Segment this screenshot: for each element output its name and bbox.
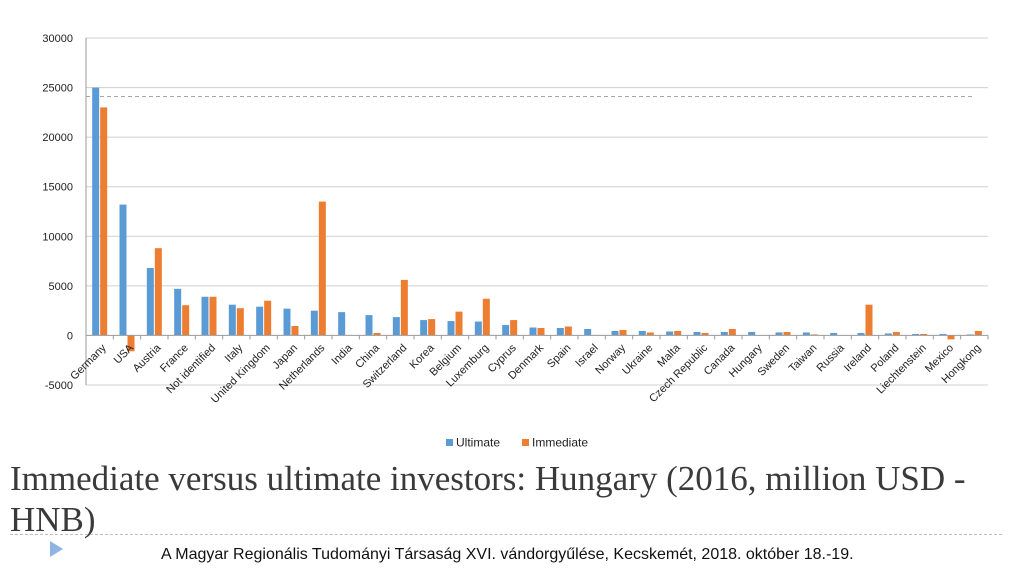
bar-immediate-italy bbox=[236, 308, 244, 336]
bar-ultimate-korea bbox=[420, 320, 428, 336]
bar-ultimate-luxemburg bbox=[474, 321, 482, 336]
bar-immediate-cyprus bbox=[510, 320, 518, 336]
bar-immediate-japan bbox=[291, 326, 299, 336]
y-tick-label: 5000 bbox=[49, 281, 73, 293]
bar-ultimate-norway bbox=[611, 330, 619, 336]
axes bbox=[85, 38, 989, 385]
bar-ultimate-ukraine bbox=[638, 330, 646, 336]
category-label: Italy bbox=[223, 342, 246, 365]
bar-ultimate-taiwan bbox=[802, 332, 810, 336]
bar-ultimate-mexico bbox=[939, 333, 947, 336]
y-tick-label: 15000 bbox=[42, 182, 73, 194]
bar-immediate-united-kingdom bbox=[264, 300, 272, 336]
y-tick-label: 30000 bbox=[42, 33, 73, 45]
bar-ultimate-france bbox=[174, 288, 182, 336]
bar-immediate-not-identified bbox=[209, 296, 217, 336]
bar-chart: -5000 0 5000 10000 15000 20000 25000 30000 Germ… bbox=[42, 33, 989, 450]
category-label: Ireland bbox=[842, 342, 874, 374]
legend-swatch-ultimate bbox=[446, 439, 453, 446]
bar-ultimate-sweden bbox=[775, 332, 783, 336]
legend: Ultimate Immediate bbox=[446, 436, 588, 450]
legend-swatch-immediate bbox=[522, 439, 529, 446]
bar-ultimate-not-identified bbox=[201, 296, 209, 336]
bar-immediate-poland bbox=[892, 331, 900, 336]
bar-ultimate-denmark bbox=[529, 327, 537, 336]
bar-immediate-france bbox=[182, 305, 190, 336]
y-tick-label: -5000 bbox=[45, 380, 73, 392]
bar-immediate-czech-republic bbox=[701, 332, 709, 336]
bar-immediate-switzerland bbox=[400, 279, 408, 336]
bar-ultimate-ireland bbox=[857, 332, 865, 336]
play-triangle-icon bbox=[50, 541, 63, 557]
bar-ultimate-malta bbox=[666, 331, 674, 336]
bar-ultimate-usa bbox=[119, 204, 127, 336]
legend-label-immediate: Immediate bbox=[532, 436, 588, 450]
bar-immediate-korea bbox=[428, 319, 436, 336]
slide-footer: A Magyar Regionális Tudományi Társaság X… bbox=[161, 546, 854, 563]
bar-ultimate-canada bbox=[720, 331, 728, 336]
bars bbox=[92, 87, 982, 352]
bar-immediate-denmark bbox=[537, 327, 545, 336]
category-label: Ukraine bbox=[620, 342, 655, 377]
slide-title: Immediate versus ultimate investors: Hun… bbox=[10, 459, 966, 539]
bar-immediate-ireland bbox=[865, 304, 873, 336]
y-tick-label: 20000 bbox=[42, 132, 73, 144]
bar-immediate-austria bbox=[154, 248, 162, 336]
bar-ultimate-cyprus bbox=[502, 325, 510, 336]
bar-ultimate-germany bbox=[92, 87, 100, 336]
bar-immediate-norway bbox=[619, 329, 627, 336]
category-label: Taiwan bbox=[787, 342, 820, 375]
category-label: Russia bbox=[815, 341, 848, 374]
bar-immediate-ukraine bbox=[646, 332, 654, 336]
y-tick-label: 25000 bbox=[42, 83, 73, 95]
bar-immediate-sweden bbox=[783, 331, 791, 336]
bar-immediate-germany bbox=[100, 107, 108, 336]
bar-ultimate-poland bbox=[884, 333, 892, 336]
bar-ultimate-austria bbox=[146, 268, 154, 336]
bar-ultimate-united-kingdom bbox=[256, 306, 264, 336]
bar-ultimate-hungary bbox=[748, 331, 756, 336]
bar-ultimate-china bbox=[365, 315, 373, 336]
bar-ultimate-czech-republic bbox=[693, 331, 701, 336]
bar-immediate-spain bbox=[564, 326, 572, 336]
bar-immediate-belgium bbox=[455, 311, 463, 336]
category-label: Germany bbox=[68, 342, 109, 383]
category-label: India bbox=[329, 341, 355, 367]
gridlines bbox=[86, 37, 988, 386]
category-label: Spain bbox=[545, 342, 573, 370]
bar-ultimate-netherlands bbox=[310, 310, 318, 336]
y-axis-ticks: -5000 0 5000 10000 15000 20000 25000 30000 bbox=[42, 33, 73, 392]
bar-immediate-hongkong bbox=[974, 330, 982, 336]
bar-ultimate-spain bbox=[556, 327, 564, 336]
bar-ultimate-switzerland bbox=[392, 317, 400, 336]
bar-immediate-malta bbox=[674, 330, 682, 336]
bar-ultimate-belgium bbox=[447, 321, 455, 336]
category-label: Austria bbox=[131, 341, 164, 374]
bar-immediate-luxemburg bbox=[482, 298, 490, 336]
bar-ultimate-israel bbox=[584, 328, 592, 336]
bar-ultimate-japan bbox=[283, 308, 291, 336]
bar-immediate-usa bbox=[127, 335, 135, 352]
bar-ultimate-russia bbox=[830, 332, 838, 336]
y-tick-label: 10000 bbox=[42, 231, 73, 243]
bar-immediate-canada bbox=[728, 328, 736, 336]
bar-immediate-netherlands bbox=[318, 201, 326, 336]
title-divider bbox=[10, 534, 1002, 535]
y-tick-label: 0 bbox=[67, 330, 73, 342]
bar-ultimate-italy bbox=[228, 304, 236, 336]
bar-immediate-china bbox=[373, 332, 381, 336]
bar-ultimate-india bbox=[338, 312, 346, 336]
bar-immediate-liechtenstein bbox=[920, 333, 928, 336]
bar-immediate-mexico bbox=[947, 335, 955, 340]
legend-label-ultimate: Ultimate bbox=[456, 436, 500, 450]
bar-ultimate-liechtenstein bbox=[912, 333, 920, 336]
